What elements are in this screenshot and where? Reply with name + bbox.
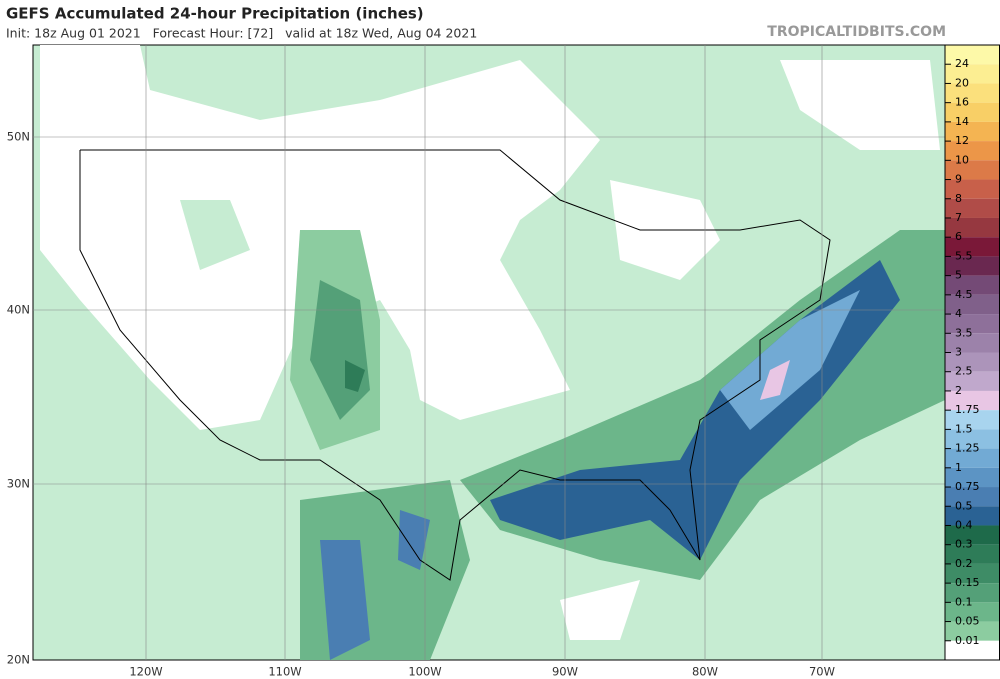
colorbar-label: 1 bbox=[955, 461, 962, 474]
colorbar-cell bbox=[945, 141, 1000, 161]
colorbar-cell bbox=[945, 83, 1000, 103]
colorbar-label: 0.1 bbox=[955, 595, 973, 608]
colorbar-cell bbox=[945, 448, 1000, 468]
colorbar-cell bbox=[945, 410, 1000, 430]
colorbar-label: 4 bbox=[955, 307, 962, 320]
colorbar-cell bbox=[945, 525, 1000, 545]
colorbar-label: 3.5 bbox=[955, 326, 973, 339]
lat-label: 50N bbox=[7, 130, 30, 144]
colorbar-cell bbox=[945, 45, 1000, 65]
colorbar-label: 6 bbox=[955, 230, 962, 243]
colorbar-label: 0.15 bbox=[955, 576, 980, 589]
colorbar-label: 1.25 bbox=[955, 442, 980, 455]
colorbar-label: 8 bbox=[955, 192, 962, 205]
colorbar-label: 1.5 bbox=[955, 422, 973, 435]
lon-label: 100W bbox=[408, 665, 441, 679]
colorbar-cell bbox=[945, 198, 1000, 218]
source: TROPICALTIDBITS.COM bbox=[767, 24, 946, 40]
colorbar-cell bbox=[945, 64, 1000, 84]
lon-label: 80W bbox=[692, 665, 718, 679]
colorbar-label: 16 bbox=[955, 96, 969, 109]
colorbar-label: 14 bbox=[955, 115, 969, 128]
colorbar-cell bbox=[945, 179, 1000, 199]
colorbar-label: 1.75 bbox=[955, 403, 980, 416]
colorbar-label: 2 bbox=[955, 384, 962, 397]
colorbar-cell bbox=[945, 333, 1000, 353]
colorbar-cell bbox=[945, 275, 1000, 295]
colorbar-label: 9 bbox=[955, 173, 962, 186]
lon-label: 120W bbox=[129, 665, 162, 679]
colorbar-cell bbox=[945, 256, 1000, 276]
colorbar-cell bbox=[945, 352, 1000, 372]
lat-label: 40N bbox=[7, 303, 30, 317]
lon-label: 90W bbox=[552, 665, 578, 679]
colorbar-label: 7 bbox=[955, 211, 962, 224]
colorbar-label: 3 bbox=[955, 346, 962, 359]
colorbar-cell bbox=[945, 121, 1000, 142]
colorbar-label: 2.5 bbox=[955, 365, 973, 378]
colorbar-cell bbox=[945, 487, 1000, 507]
colorbar-cell bbox=[945, 294, 1000, 315]
colorbar-cell bbox=[945, 583, 1000, 603]
subtitle: Init: 18z Aug 01 2021 Forecast Hour: [72… bbox=[6, 26, 477, 41]
colorbar-label: 5 bbox=[955, 269, 962, 282]
colorbar-cell bbox=[945, 640, 1000, 660]
colorbar-label: 0.2 bbox=[955, 557, 973, 570]
colorbar-cell bbox=[945, 563, 1000, 584]
colorbar-cell bbox=[945, 429, 1000, 449]
colorbar-label: 0.4 bbox=[955, 518, 973, 531]
map bbox=[32, 44, 946, 661]
colorbar-label: 4.5 bbox=[955, 288, 973, 301]
lat-label: 30N bbox=[7, 477, 30, 491]
colorbar-cell bbox=[945, 506, 1000, 526]
colorbar-label: 0.01 bbox=[955, 634, 980, 647]
colorbar-label: 20 bbox=[955, 76, 969, 89]
colorbar-label: 10 bbox=[955, 153, 969, 166]
colorbar-label: 0.75 bbox=[955, 480, 980, 493]
colorbar-cell bbox=[945, 621, 1000, 641]
colorbar-label: 24 bbox=[955, 57, 969, 70]
colorbar-cell bbox=[945, 314, 1000, 334]
colorbar-cell bbox=[945, 102, 1000, 122]
colorbar-cell bbox=[945, 544, 1000, 564]
colorbar-label: 5.5 bbox=[955, 249, 973, 262]
colorbar-label: 12 bbox=[955, 134, 969, 147]
colorbar-cell bbox=[945, 371, 1000, 391]
title: GEFS Accumulated 24-hour Precipitation (… bbox=[6, 5, 424, 23]
colorbar-cell bbox=[945, 602, 1000, 622]
colorbar-label: 0.05 bbox=[955, 615, 980, 628]
colorbar-cell bbox=[945, 217, 1000, 238]
colorbar-cell bbox=[945, 160, 1000, 180]
colorbar-label: 0.5 bbox=[955, 499, 973, 512]
colorbar-cell bbox=[945, 237, 1000, 257]
lon-label: 70W bbox=[809, 665, 835, 679]
lon-label: 110W bbox=[268, 665, 301, 679]
colorbar-label: 0.3 bbox=[955, 538, 973, 551]
colorbar-cell bbox=[945, 467, 1000, 488]
colorbar-cell bbox=[945, 390, 1000, 411]
lat-label: 20N bbox=[7, 653, 30, 667]
